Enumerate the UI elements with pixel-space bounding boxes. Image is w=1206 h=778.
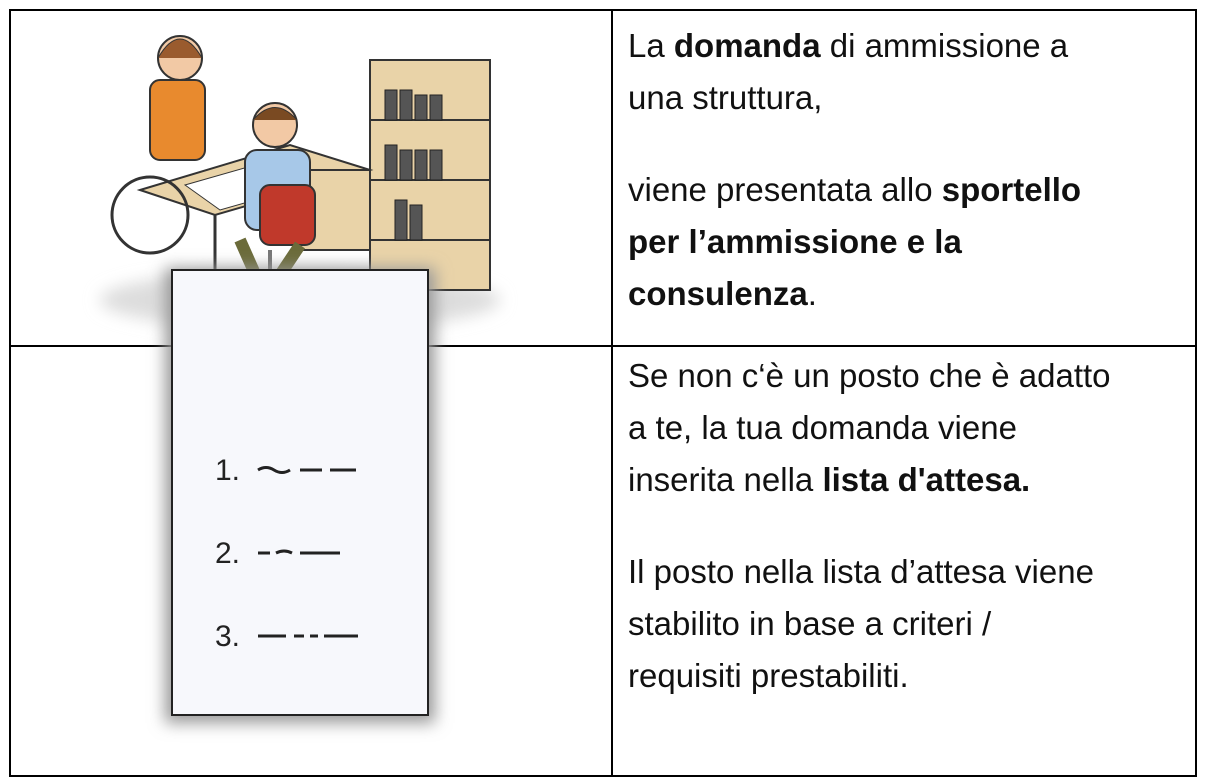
text-line: viene presentata allo sportello	[628, 164, 1198, 216]
paragraph: La domanda di ammissione a una struttura,	[628, 20, 1198, 124]
text-line: requisiti prestabiliti.	[628, 650, 1198, 702]
text-line: consulenza.	[628, 268, 1198, 320]
text-line: La domanda di ammissione a	[628, 20, 1198, 72]
text-line: per l’ammissione e la	[628, 216, 1198, 268]
text-line: stabilito in base a criteri /	[628, 598, 1198, 650]
bold-text: per l’ammissione e la	[628, 223, 962, 260]
paragraph: Il posto nella lista d’attesa viene stabi…	[628, 546, 1198, 702]
text-line: Se non c‘è un posto che è adatto	[628, 350, 1198, 402]
paragraph: Se non c‘è un posto che è adatto a te, la…	[628, 350, 1198, 506]
text: .	[807, 275, 817, 312]
bold-text: lista d'attesa.	[822, 461, 1031, 498]
text: viene presentata allo	[628, 171, 942, 208]
text: stabilito in base a criteri /	[628, 605, 992, 642]
text: Il posto nella lista d’attesa viene	[628, 553, 1094, 590]
text: una struttura,	[628, 79, 823, 116]
bold-text: domanda	[673, 27, 821, 64]
text-line: una struttura,	[628, 72, 1198, 124]
list-number: 1.	[215, 454, 240, 487]
bold-text: consulenza	[628, 275, 808, 312]
text-line: Il posto nella lista d’attesa viene	[628, 546, 1198, 598]
text-line: inserita nella lista d'attesa.	[628, 454, 1198, 506]
text: inserita nella	[628, 461, 823, 498]
text: a te, la tua domanda viene	[628, 409, 1017, 446]
paragraph: viene presentata allo sportello per l’amm…	[628, 164, 1198, 320]
list-number: 3.	[215, 620, 240, 653]
list-number: 2.	[215, 537, 240, 570]
text: requisiti prestabiliti.	[628, 657, 909, 694]
text: La	[628, 27, 674, 64]
text: Se non c‘è un posto che è adatto	[628, 357, 1111, 394]
text-line: a te, la tua domanda viene	[628, 402, 1198, 454]
cell-text: Se non c‘è un posto che è adatto a te, la…	[628, 350, 1198, 742]
bold-text: sportello	[941, 171, 1082, 208]
cell-text: La domanda di ammissione a una struttura,…	[628, 20, 1198, 360]
waiting-list-illustration	[165, 268, 435, 723]
text: di ammissione a	[820, 27, 1069, 64]
